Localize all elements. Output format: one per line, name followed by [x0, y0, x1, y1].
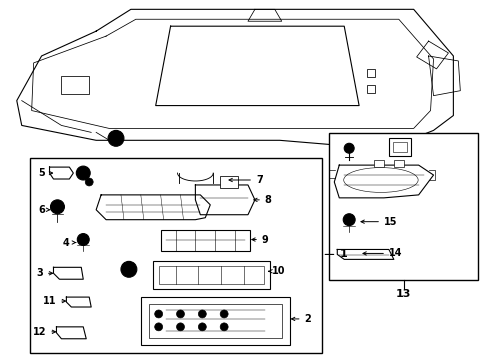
Bar [161, 230, 249, 251]
Bar [158, 266, 264, 284]
Bar [152, 261, 269, 289]
Bar [220, 176, 238, 188]
Text: 4: 4 [63, 238, 76, 248]
Circle shape [80, 170, 86, 176]
Text: 2: 2 [291, 314, 311, 324]
Circle shape [176, 310, 184, 318]
Circle shape [220, 310, 228, 318]
Text: 14: 14 [362, 248, 402, 258]
Bar [393, 160, 403, 167]
Bar [366, 85, 374, 93]
Bar [141, 297, 289, 345]
Text: 1: 1 [325, 249, 346, 260]
Bar [61, 76, 89, 94]
Circle shape [154, 323, 163, 331]
Bar [366, 69, 374, 77]
Circle shape [121, 261, 137, 277]
Circle shape [344, 143, 353, 153]
Bar [148, 304, 281, 338]
Bar [373, 160, 383, 167]
Bar [392, 142, 406, 152]
Text: 11: 11 [42, 296, 65, 306]
Text: 6: 6 [38, 205, 50, 215]
Circle shape [343, 214, 354, 226]
Text: 8: 8 [253, 195, 271, 205]
Text: 3: 3 [36, 268, 53, 278]
Text: 5: 5 [38, 168, 53, 178]
Text: 12: 12 [33, 327, 56, 337]
Bar [388, 138, 410, 156]
Circle shape [108, 130, 123, 146]
Circle shape [77, 234, 89, 246]
Circle shape [85, 178, 93, 186]
Circle shape [50, 200, 64, 214]
Circle shape [176, 323, 184, 331]
Circle shape [198, 310, 206, 318]
Circle shape [198, 323, 206, 331]
Text: 13: 13 [395, 289, 410, 299]
Text: 9: 9 [251, 234, 268, 244]
Circle shape [76, 166, 90, 180]
Text: 10: 10 [268, 266, 285, 276]
Text: 15: 15 [360, 217, 397, 227]
Bar [328, 133, 477, 280]
Bar [30, 158, 322, 353]
Circle shape [220, 323, 228, 331]
Text: 7: 7 [228, 175, 262, 185]
Circle shape [154, 310, 163, 318]
